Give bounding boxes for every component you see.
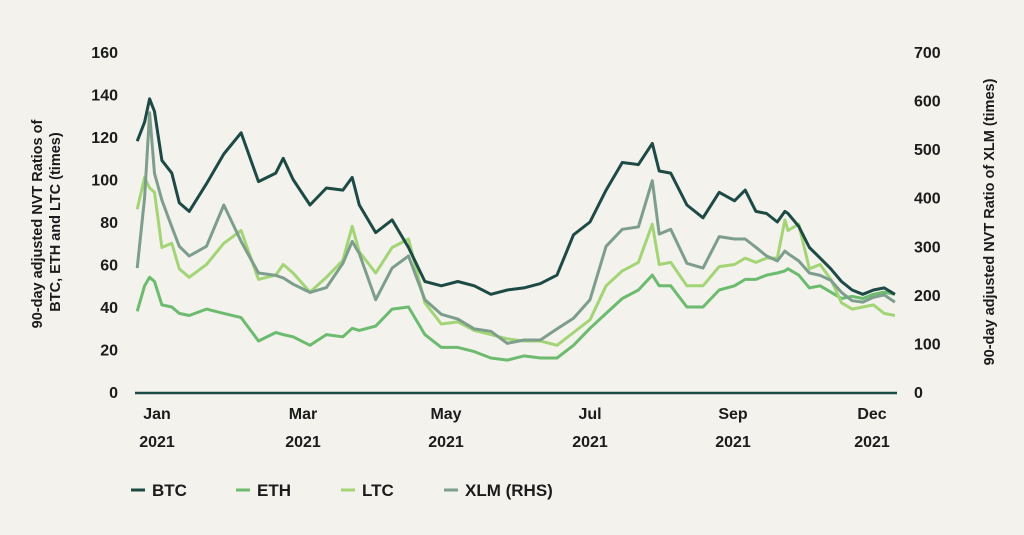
x-tick-month-label: Jan [143,406,171,423]
left-y-tick-label: 40 [100,300,118,317]
left-y-tick-label: 60 [100,258,118,275]
series-line-xlm-rhs [135,111,896,345]
x-tick-month-label: May [430,406,461,423]
legend-label: XLM (RHS) [465,481,553,500]
right-y-axis-ticks: 0 100 200 300 400 500 600 700 [914,45,941,402]
series-lines [135,97,896,362]
right-y-tick-label: 300 [914,239,941,256]
right-y-tick-label: 0 [914,385,923,402]
right-y-tick-label: 400 [914,191,941,208]
legend-label: ETH [257,481,291,500]
legend-label: BTC [152,481,187,500]
left-y-axis-ticks: 0 20 40 60 80 100 120 140 160 [91,45,118,402]
x-tick-month-label: Jul [578,406,601,423]
series-line-btc [135,97,896,296]
right-y-tick-label: 700 [914,45,941,62]
x-tick-year-label: 2021 [139,434,175,451]
left-y-tick-label: 140 [91,88,118,105]
left-y-tick-label: 0 [109,385,118,402]
left-y-axis-title-line-1: 90-day adjusted NVT Ratios of [30,120,46,329]
right-y-tick-label: 200 [914,288,941,305]
legend: BTC ETH LTC XLM (RHS) [131,481,553,500]
right-y-axis-title: 90-day adjusted NVT Ratio of XLM (times) [982,78,998,365]
left-y-tick-label: 80 [100,215,118,232]
right-y-tick-label: 500 [914,142,941,159]
x-tick-year-label: 2021 [285,434,321,451]
x-tick-year-label: 2021 [715,434,751,451]
x-tick-month-label: Mar [289,406,317,423]
left-y-tick-label: 120 [91,130,118,147]
x-tick-month-label: Dec [857,406,886,423]
left-y-axis-title: 90-day adjusted NVT Ratios of BTC, ETH a… [30,116,64,329]
x-tick-year-label: 2021 [854,434,890,451]
right-y-tick-label: 100 [914,336,941,353]
left-y-tick-label: 20 [100,343,118,360]
x-tick-month-label: Sep [718,406,748,423]
series-line-eth [135,267,896,362]
x-tick-year-label: 2021 [428,434,464,451]
right-y-tick-label: 600 [914,94,941,111]
x-tick-year-label: 2021 [572,434,608,451]
x-axis-ticks: Jan 2021 Mar 2021 May 2021 Jul 2021 Sep 2021 Dec 20… [139,406,890,451]
left-y-tick-label: 100 [91,173,118,190]
left-y-axis-title-line-2: BTC, ETH and LTC (times) [48,132,64,312]
left-y-tick-label: 160 [91,45,118,62]
legend-label: LTC [362,481,394,500]
